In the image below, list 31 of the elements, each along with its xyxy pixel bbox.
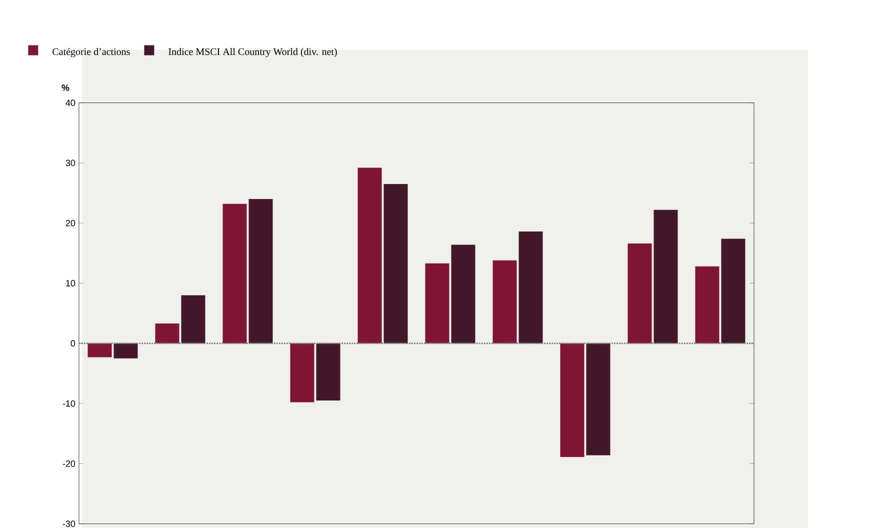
bar	[88, 343, 112, 358]
bar	[586, 343, 610, 456]
y-tick-label: 10	[66, 280, 76, 286]
bar	[248, 199, 273, 344]
bar	[114, 343, 138, 358]
y-tick-label: 20	[66, 220, 76, 226]
y-tick-label: -30	[62, 520, 76, 527]
bar	[451, 244, 476, 344]
legend-label: Catégorie d’actions	[52, 48, 130, 58]
bar	[316, 343, 340, 400]
y-tick-label: -20	[62, 460, 76, 467]
bar	[155, 324, 180, 344]
legend-label: Indice MSCI All Country World (div. net)	[168, 48, 337, 58]
bar	[358, 168, 382, 344]
bar	[628, 244, 652, 344]
bar	[425, 263, 450, 344]
bar	[695, 266, 720, 344]
bar	[721, 238, 746, 344]
y-axis-title: %	[62, 84, 70, 91]
bar	[181, 295, 206, 344]
y-tick-label: -10	[62, 400, 76, 407]
bar	[222, 204, 247, 344]
bar	[560, 343, 584, 458]
bar	[384, 184, 408, 344]
bar	[492, 260, 517, 344]
y-tick-label: 0	[70, 340, 76, 347]
y-tick-label: 40	[66, 100, 76, 106]
bar	[518, 231, 543, 344]
y-tick-label: 30	[66, 160, 76, 166]
bar	[654, 210, 678, 344]
bar	[290, 343, 314, 402]
